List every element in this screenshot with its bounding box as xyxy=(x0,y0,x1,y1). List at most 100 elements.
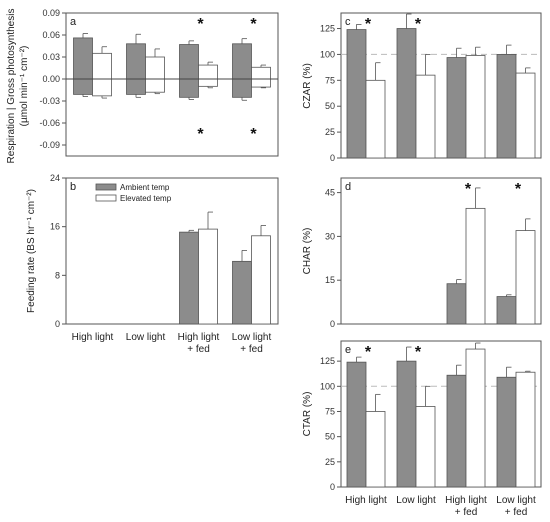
legend-swatch-elevated xyxy=(95,194,117,202)
significance-star-d: * xyxy=(465,181,472,198)
y-axis-title-b: Feeding rate (BS hr⁻¹ cm⁻²) xyxy=(26,189,37,313)
bar-a-elevated-negative xyxy=(145,78,165,93)
plot-frame-c xyxy=(340,12,542,159)
y-tick-label-c: 125 xyxy=(320,24,335,34)
significance-star-a: * xyxy=(250,16,257,33)
significance-star-a: * xyxy=(197,16,204,33)
y-tick-label-b: 0 xyxy=(55,319,60,329)
bar-b-ambient xyxy=(232,260,252,325)
bar-a-ambient-positive xyxy=(232,43,252,80)
right-category-label: Low light xyxy=(496,495,536,506)
y-tick-label-c: 50 xyxy=(325,101,335,111)
right-category-label: High light xyxy=(345,495,387,506)
y-axis-title-a: Respiration | Gross photosynthesis xyxy=(6,9,17,164)
y-tick-label-d: 45 xyxy=(325,188,335,198)
panel-label-e: e xyxy=(345,344,351,356)
bar-a-elevated-negative xyxy=(198,78,218,87)
bar-a-ambient-positive xyxy=(179,44,199,80)
bar-b-elevated xyxy=(198,228,218,325)
bar-e-elevated xyxy=(415,406,436,488)
bar-c-elevated xyxy=(465,55,486,159)
y-tick-label-e: 125 xyxy=(320,356,335,366)
plot-frame-e xyxy=(340,340,542,488)
left-category-label: Low light xyxy=(126,332,166,343)
panel-label-a: a xyxy=(70,16,77,28)
bar-d-elevated xyxy=(465,207,486,325)
bar-c-ambient xyxy=(346,29,367,159)
plot-frame-a xyxy=(65,12,279,157)
y-axis-title-e: CTAR (%) xyxy=(302,392,313,437)
bar-e-elevated xyxy=(515,371,536,488)
y-tick-label-a: 0.03 xyxy=(42,52,60,62)
bar-a-ambient-negative xyxy=(232,78,252,98)
bar-a-elevated-negative xyxy=(92,78,112,97)
y-axis-title-a-units: (µmol min⁻¹ cm⁻²) xyxy=(19,46,30,127)
left-category-label: Low light xyxy=(232,332,272,343)
bar-a-ambient-negative xyxy=(179,78,199,98)
y-tick-label-c: 100 xyxy=(320,49,335,59)
y-tick-label-e: 75 xyxy=(325,406,335,416)
left-category-label: High light xyxy=(178,332,220,343)
bar-d-ambient xyxy=(496,296,517,325)
left-category-label: + fed xyxy=(240,344,263,355)
significance-star-a: * xyxy=(197,126,204,143)
y-tick-label-b: 24 xyxy=(50,173,60,183)
y-tick-label-a: 0.06 xyxy=(42,30,60,40)
bar-e-ambient xyxy=(346,361,367,488)
bar-a-elevated-positive xyxy=(251,66,271,80)
right-category-label: + fed xyxy=(455,507,478,518)
y-tick-label-b: 16 xyxy=(50,222,60,232)
y-tick-label-d: 30 xyxy=(325,231,335,241)
bar-b-elevated xyxy=(251,235,271,325)
y-tick-label-d: 0 xyxy=(330,319,335,329)
bar-c-elevated xyxy=(515,72,536,159)
y-tick-label-a: -0.06 xyxy=(39,118,60,128)
bar-a-elevated-positive xyxy=(92,52,112,80)
panel-label-c: c xyxy=(345,16,351,28)
y-tick-label-c: 75 xyxy=(325,75,335,85)
bar-c-ambient xyxy=(396,28,417,159)
bar-c-elevated xyxy=(415,74,436,159)
left-category-label: + fed xyxy=(187,344,210,355)
y-tick-label-b: 8 xyxy=(55,270,60,280)
bar-c-ambient xyxy=(496,54,517,159)
bar-a-ambient-negative xyxy=(73,78,93,95)
y-tick-label-e: 50 xyxy=(325,432,335,442)
bar-e-ambient xyxy=(396,360,417,488)
bar-c-elevated xyxy=(365,79,386,159)
bar-e-elevated xyxy=(465,348,486,488)
bar-a-elevated-negative xyxy=(251,78,271,88)
y-tick-label-c: 25 xyxy=(325,127,335,137)
left-category-label: High light xyxy=(72,332,114,343)
significance-star-c: * xyxy=(415,16,422,33)
bar-e-ambient xyxy=(496,376,517,488)
bar-e-ambient xyxy=(446,374,467,488)
significance-star-c: * xyxy=(365,16,372,33)
significance-star-d: * xyxy=(515,181,522,198)
bar-d-elevated xyxy=(515,230,536,325)
legend-label-ambient: Ambient temp xyxy=(120,183,170,192)
right-category-label: Low light xyxy=(396,495,436,506)
y-tick-label-a: -0.03 xyxy=(39,96,60,106)
significance-star-e: * xyxy=(365,344,372,361)
bar-a-ambient-positive xyxy=(73,37,93,80)
bar-d-ambient xyxy=(446,283,467,325)
y-tick-label-e: 100 xyxy=(320,381,335,391)
bar-c-ambient xyxy=(446,57,467,159)
significance-star-a: * xyxy=(250,126,257,143)
y-tick-label-e: 25 xyxy=(325,457,335,467)
legend-label-elevated: Elevated temp xyxy=(120,194,172,203)
right-category-label: + fed xyxy=(505,507,528,518)
legend-swatch-ambient xyxy=(95,183,117,191)
y-tick-label-a: 0.00 xyxy=(42,74,60,84)
bar-a-elevated-positive xyxy=(198,64,218,80)
y-tick-label-a: -0.09 xyxy=(39,140,60,150)
bar-a-ambient-negative xyxy=(126,78,146,95)
panel-label-b: b xyxy=(70,181,76,193)
y-tick-label-e: 0 xyxy=(330,482,335,492)
plot-frame-d xyxy=(340,177,542,325)
y-tick-label-d: 15 xyxy=(325,275,335,285)
bar-b-ambient xyxy=(179,231,199,325)
panel-label-d: d xyxy=(345,181,351,193)
